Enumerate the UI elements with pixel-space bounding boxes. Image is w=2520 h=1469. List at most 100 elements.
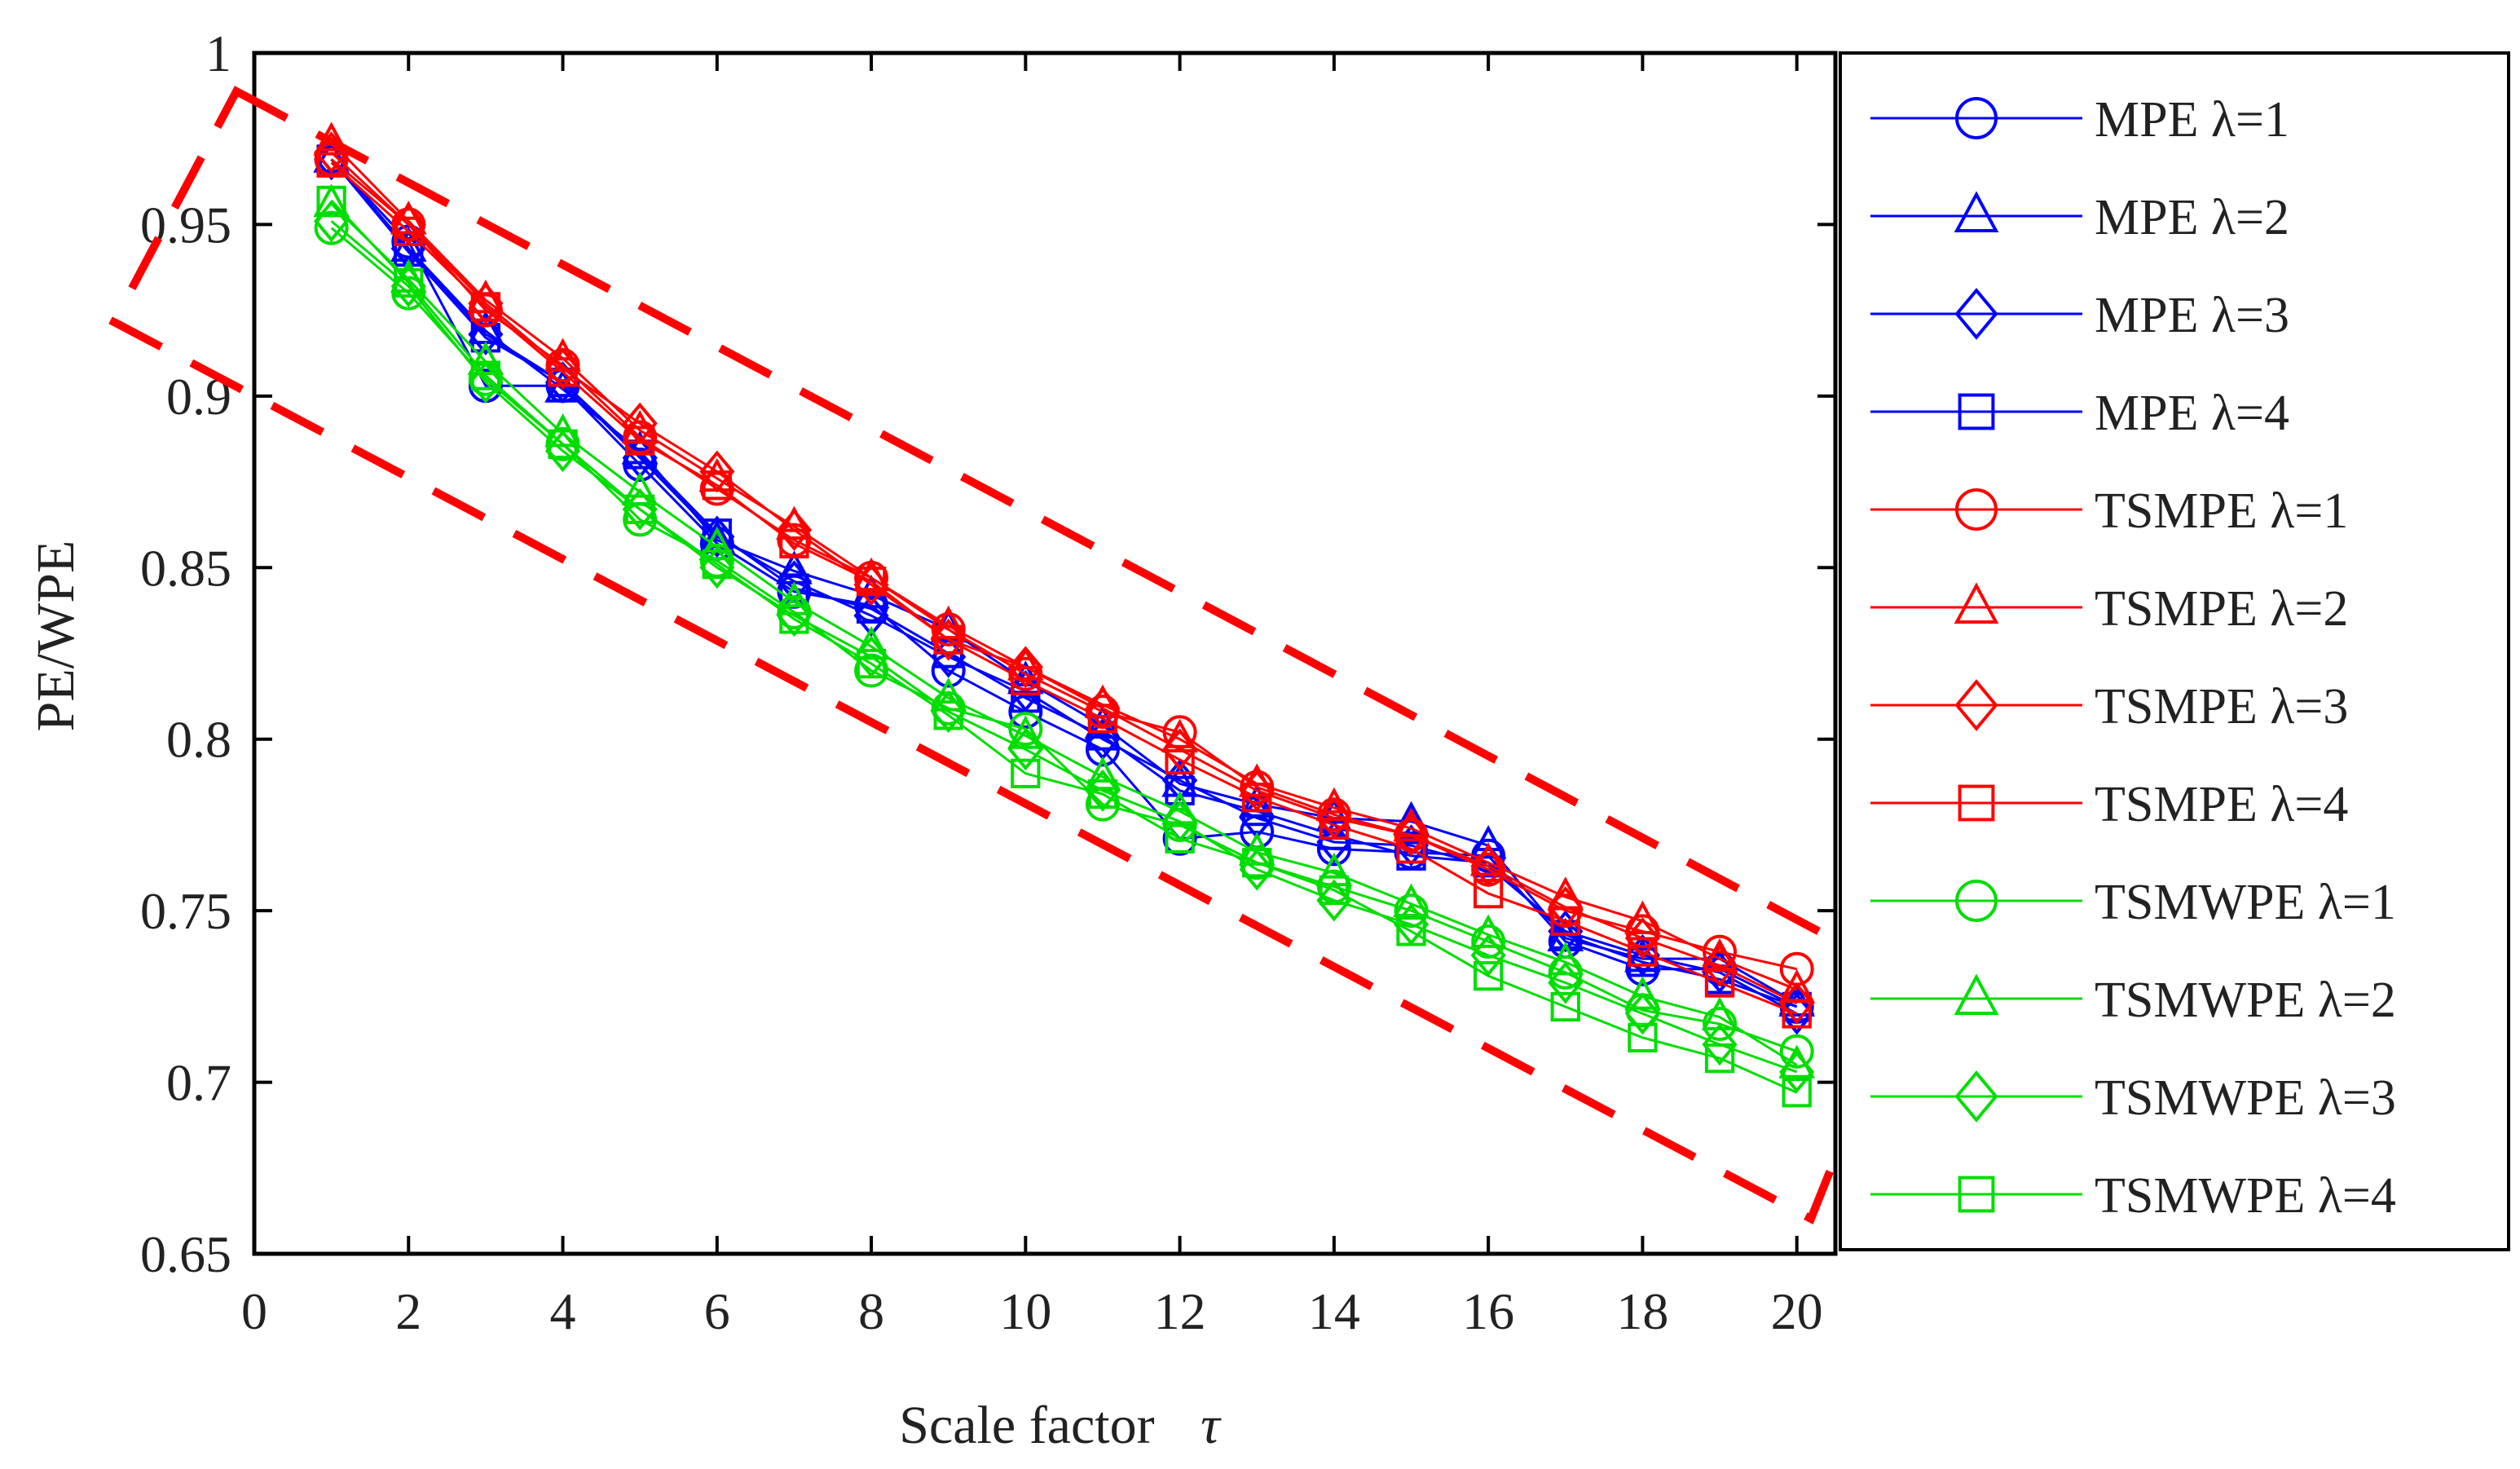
data-point-square	[1165, 744, 1195, 775]
data-point-square	[933, 700, 963, 730]
data-point-diamond	[1779, 1051, 1815, 1093]
data-point-diamond	[1162, 728, 1198, 771]
data-point-diamond	[622, 487, 658, 531]
legend-item: TSMWPE λ=1	[1870, 875, 2396, 930]
legend-marker-circle	[1955, 97, 1998, 139]
data-point-square	[1704, 968, 1735, 998]
x-tick-label: 16	[1462, 1282, 1514, 1340]
x-tick-label: 8	[858, 1282, 884, 1340]
y-tick-label: 1	[205, 24, 231, 82]
legend-label: MPE λ=2	[2095, 190, 2289, 245]
x-tick-label: 12	[1154, 1282, 1206, 1340]
legend-marker-square	[1958, 1176, 1995, 1213]
legend-label: TSMPE λ=3	[2095, 679, 2348, 734]
y-tick-label: 0.8	[166, 711, 231, 769]
data-point-square	[1319, 809, 1350, 840]
data-point-square	[1242, 783, 1272, 813]
data-point-diamond	[544, 430, 581, 473]
data-point-diamond	[1702, 1023, 1738, 1066]
legend-label: TSMPE λ=1	[2095, 483, 2348, 539]
data-point-circle	[623, 448, 658, 483]
legend-marker-square	[1958, 393, 1995, 430]
legend-item: TSMWPE λ=3	[1870, 1070, 2396, 1126]
data-point-square	[1087, 779, 1118, 809]
data-point-circle	[854, 653, 889, 688]
data-point-square	[548, 357, 578, 387]
data-point-diamond	[1393, 814, 1430, 857]
x-tick-label: 6	[704, 1282, 730, 1340]
legend-label: TSMWPE λ=4	[2095, 1168, 2396, 1224]
data-point-square	[1396, 834, 1426, 864]
legend-marker-circle	[1955, 488, 1998, 531]
data-point-square	[1782, 1078, 1812, 1108]
data-point-diamond	[931, 635, 967, 678]
data-point-square	[1782, 999, 1812, 1029]
series-11	[316, 185, 1812, 1108]
x-tick-label: 18	[1616, 1282, 1668, 1340]
data-point-square	[1087, 704, 1118, 734]
y-tick-label: 0.7	[166, 1054, 231, 1112]
legend-marker-diamond	[1954, 288, 1998, 340]
legend-box	[1839, 51, 2510, 1251]
data-point-triangle	[1393, 801, 1430, 835]
data-point-diamond	[776, 509, 813, 551]
data-point-square	[1628, 937, 1658, 967]
data-point-diamond	[1239, 848, 1275, 891]
data-point-diamond	[1548, 886, 1584, 929]
data-point-square	[1242, 848, 1272, 878]
x-tick-label: 2	[395, 1282, 421, 1340]
data-point-square	[702, 470, 732, 501]
data-point-circle	[1316, 832, 1351, 867]
data-point-diamond	[1779, 982, 1815, 1025]
data-point-square	[933, 624, 963, 655]
legend-item: MPE λ=2	[1870, 190, 2289, 245]
data-point-circle	[931, 653, 966, 688]
data-point-square	[1319, 875, 1350, 906]
series-10	[314, 200, 1815, 1093]
data-point-square	[702, 549, 732, 580]
y-axis-label: PE/WPE	[26, 540, 86, 732]
data-point-square	[1473, 960, 1504, 991]
x-tick-label: 0	[241, 1282, 267, 1340]
data-point-triangle	[1315, 787, 1353, 822]
legend-item: TSMWPE λ=4	[1870, 1168, 2396, 1224]
x-tick-label: 14	[1308, 1282, 1360, 1340]
data-point-square	[625, 426, 655, 456]
data-point-diamond	[1702, 944, 1738, 987]
data-point-square	[470, 292, 501, 322]
legend-marker-square	[1958, 784, 1995, 822]
data-point-diamond	[699, 515, 735, 558]
data-point-diamond	[853, 594, 889, 637]
data-point-diamond	[931, 690, 967, 733]
legend-item: MPE λ=1	[1870, 92, 2289, 148]
data-point-circle	[1008, 695, 1043, 730]
data-point-circle	[1085, 732, 1120, 767]
legend-label: MPE λ=1	[2095, 92, 2289, 148]
data-point-square	[856, 648, 887, 679]
data-point-square	[316, 148, 346, 178]
data-point-circle	[391, 276, 426, 311]
data-point-diamond	[1162, 800, 1198, 843]
legend-item: TSMPE λ=3	[1870, 679, 2348, 734]
legend: MPE λ=1 MPE λ=2 MPE λ=3 MPE λ=4 TSMPE λ=1 TSM…	[1839, 51, 2510, 1251]
data-point-triangle	[1624, 900, 1661, 935]
data-point-square	[1165, 823, 1195, 854]
data-point-triangle	[1624, 976, 1661, 1010]
data-point-diamond	[1007, 728, 1043, 771]
legend-item: TSMPE λ=2	[1870, 581, 2348, 637]
legend-marker-diamond	[1954, 679, 1998, 731]
legend-item: TSMWPE λ=2	[1870, 973, 2396, 1028]
data-point-triangle	[1547, 942, 1584, 976]
legend-marker-triangle	[1954, 191, 1999, 232]
data-point-diamond	[622, 402, 658, 445]
data-point-square	[1011, 758, 1041, 788]
data-point-triangle	[930, 677, 967, 712]
data-point-diamond	[468, 313, 504, 356]
data-point-triangle	[1469, 842, 1507, 876]
series-7	[316, 148, 1812, 1029]
legend-label: TSMWPE λ=3	[2095, 1070, 2396, 1126]
data-point-square	[1628, 1022, 1658, 1053]
plot-area	[252, 51, 1838, 1256]
